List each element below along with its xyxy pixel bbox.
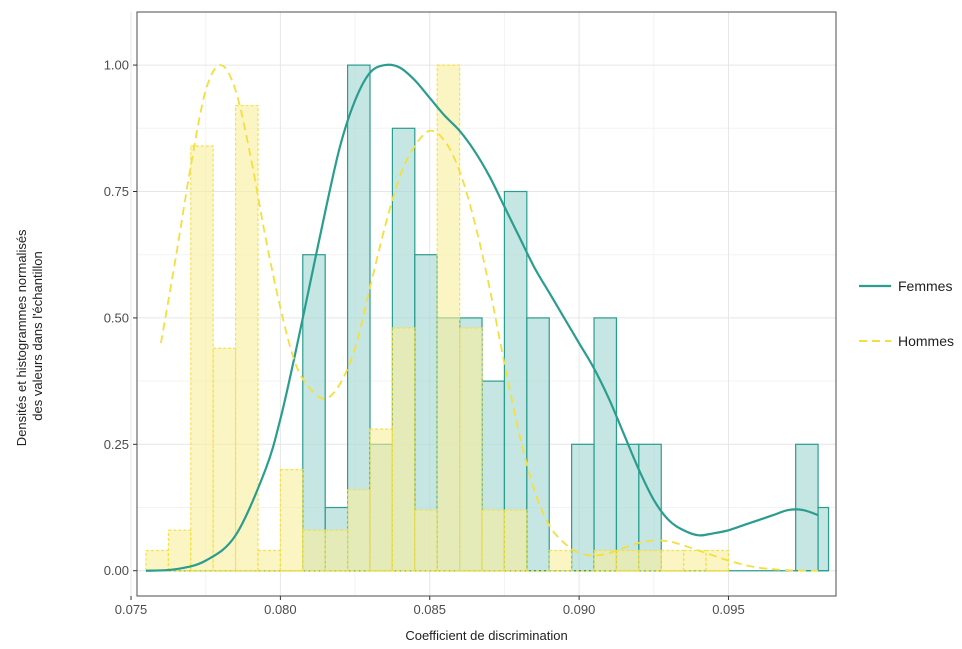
histogram-bar-hommes: [167, 529, 192, 572]
histogram-bar-hommes: [593, 549, 618, 572]
histogram-bar-hommes: [660, 549, 685, 572]
legend: Femmes Hommes: [859, 278, 954, 349]
axis-ticks: 0.075 0.080 0.085 0.090 0.095 0.00 0.25 0.50 0.7…: [104, 58, 745, 617]
histogram-bar-hommes: [615, 549, 640, 572]
y-tick-label: 0.75: [104, 184, 129, 199]
histogram-bar-hommes: [369, 428, 394, 572]
histogram-bar-hommes: [302, 529, 326, 572]
histogram-bar-hommes: [436, 64, 461, 572]
x-tick-label: 0.085: [413, 602, 446, 617]
histogram-bar-hommes: [234, 104, 259, 572]
histogram-bar-hommes: [346, 489, 371, 572]
x-tick-label: 0.095: [712, 602, 745, 617]
y-axis-title-line-1: Densités et histogrammes normalisés: [14, 229, 29, 446]
y-axis-title: Densités et histogrammes normalisés des …: [14, 226, 45, 446]
plot-panel-border: [136, 11, 837, 597]
x-tick-label: 0.075: [115, 602, 148, 617]
histogram-bar-hommes: [548, 549, 573, 572]
histogram-bar-hommes: [705, 549, 730, 572]
histogram-bar-hommes: [683, 549, 707, 572]
density-lines: [145, 63, 819, 572]
y-tick-label: 1.00: [104, 58, 129, 73]
histogram-bar-hommes: [638, 549, 662, 572]
legend-label-femmes: Femmes: [898, 278, 952, 294]
histogram-bar-hommes: [279, 468, 304, 572]
histogram-bar-hommes: [145, 549, 169, 572]
x-tick-label: 0.090: [563, 602, 596, 617]
density-line-femmes: [145, 63, 819, 572]
x-tick-label: 0.080: [264, 602, 297, 617]
hommes-histogram: [145, 64, 730, 572]
x-axis-title: Coefficient de discrimination: [405, 628, 567, 643]
histogram-bar-hommes: [459, 327, 483, 572]
y-tick-label: 0.25: [104, 437, 129, 452]
histogram-bar-hommes: [212, 347, 237, 572]
histogram-bar-hommes: [190, 145, 214, 572]
histogram-bar-femmes: [593, 317, 618, 572]
legend-label-hommes: Hommes: [898, 333, 954, 349]
histogram-bar-femmes: [526, 317, 550, 572]
histogram-bar-hommes: [391, 327, 416, 572]
histogram-bar-hommes: [481, 509, 506, 572]
histogram-bar-hommes: [324, 529, 349, 572]
histogram-bar-hommes: [257, 549, 281, 572]
histogram-bar-femmes: [795, 443, 819, 572]
y-tick-label: 0.50: [104, 310, 129, 325]
histogram-bar-femmes: [817, 506, 830, 572]
y-axis-title-line-2: des valeurs dans l'échantillon: [30, 251, 45, 420]
histogram-bar-hommes: [503, 509, 528, 572]
y-tick-label: 0.00: [104, 563, 129, 578]
histogram-bar-hommes: [414, 509, 438, 572]
